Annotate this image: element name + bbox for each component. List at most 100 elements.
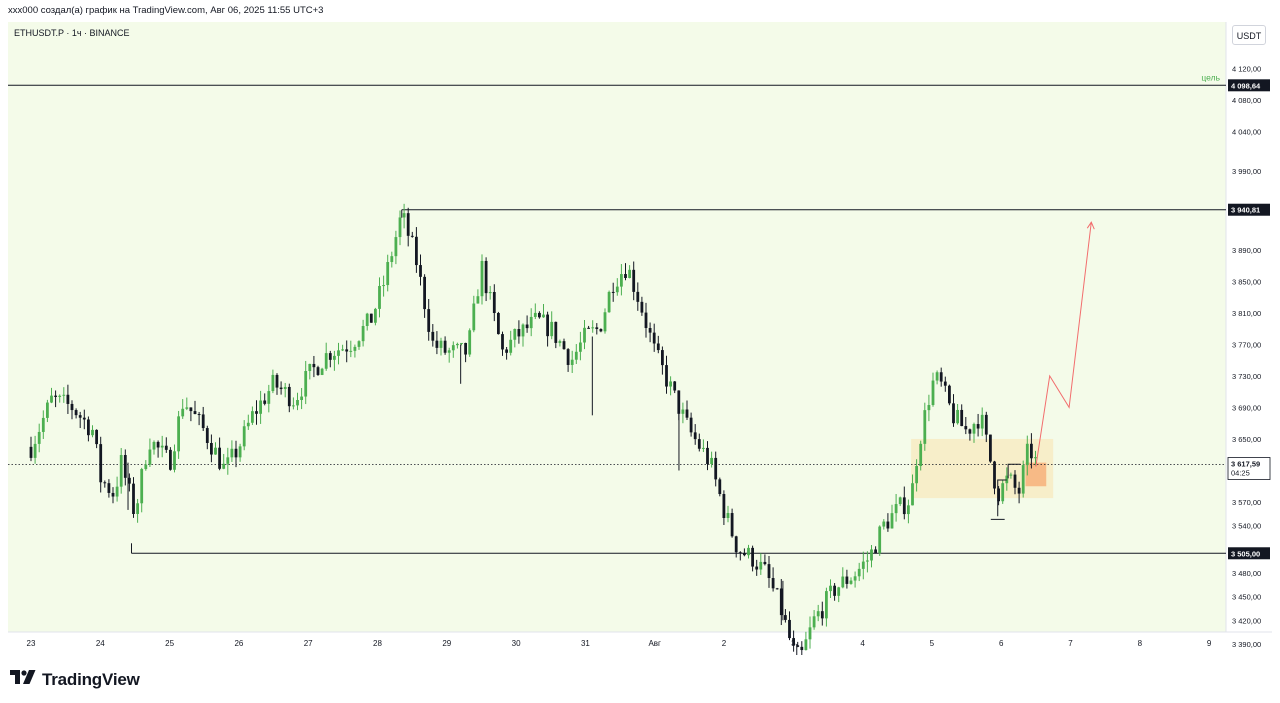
candle (201, 406, 205, 431)
candle-body (406, 213, 410, 236)
candle (259, 390, 262, 424)
candle (1013, 470, 1017, 495)
candle-body (952, 403, 955, 424)
price-tick-label: 3 810,00 (1232, 309, 1261, 318)
candle-body (70, 403, 74, 411)
order-block[interactable] (1025, 462, 1047, 487)
level-price-label[interactable]: 4 098,64 (1228, 79, 1270, 92)
level-price-label[interactable]: 3 940,81 (1228, 203, 1270, 216)
candle-body (443, 340, 447, 353)
candle-body (316, 367, 320, 375)
candle (1030, 433, 1033, 469)
candle-body (78, 415, 82, 418)
candle (923, 402, 927, 451)
projection-path[interactable] (1035, 222, 1092, 467)
candle-body (91, 429, 94, 436)
candle-body (591, 327, 595, 329)
candle-body (960, 409, 964, 427)
time-tick-label: 29 (442, 639, 451, 648)
target-note: цель (1201, 72, 1220, 82)
candle-body (423, 276, 426, 310)
candle (1017, 481, 1021, 504)
candle (771, 567, 775, 592)
candle (345, 340, 349, 363)
candle (205, 425, 209, 450)
candle (952, 394, 955, 427)
candle-body (214, 447, 217, 455)
candle-body (788, 619, 791, 639)
candle-body (296, 399, 299, 406)
candle-body (242, 426, 246, 447)
candle (423, 274, 426, 318)
candle (636, 282, 640, 311)
candle-body (599, 329, 603, 332)
candle (460, 342, 463, 346)
level-label-box (1228, 547, 1270, 560)
time-tick-label: 23 (27, 639, 36, 648)
candle (144, 460, 148, 471)
symbol-info[interactable]: ETHUSDT.P · 1ч · BINANCE (14, 28, 130, 38)
candle-body (603, 312, 607, 332)
candle (730, 508, 734, 538)
candle (238, 443, 242, 462)
time-axis[interactable] (8, 632, 1272, 655)
candle-body (488, 291, 492, 294)
candle (415, 227, 418, 273)
candle-body (816, 611, 820, 617)
candle-body (259, 400, 262, 414)
candle-body (763, 561, 767, 565)
candle-body (263, 400, 267, 404)
price-tick-label: 4 080,00 (1232, 96, 1261, 105)
time-tick-label: 6 (999, 639, 1004, 648)
candle (275, 373, 279, 395)
candle (54, 390, 57, 408)
candles[interactable] (29, 203, 1037, 655)
candle (927, 394, 931, 422)
level-price-label[interactable]: 3 505,00 (1228, 547, 1270, 560)
candle (554, 321, 558, 349)
candle-body (857, 568, 861, 577)
candle-body (825, 591, 828, 619)
candle (349, 340, 353, 358)
candle (218, 437, 221, 471)
candle (267, 384, 271, 413)
candle (702, 439, 705, 453)
candle-body (107, 483, 111, 493)
candle-body (882, 521, 886, 527)
candle-body (152, 441, 156, 450)
candle (829, 579, 832, 598)
candle (95, 429, 98, 449)
candle (976, 413, 980, 437)
candle-body (640, 301, 644, 313)
candle (743, 548, 746, 557)
chart-author-line: xxx000 создал(а) график на TradingView.c… (8, 5, 324, 16)
candle-body (185, 407, 189, 409)
candle-body (177, 416, 180, 452)
candle-body (292, 405, 295, 407)
candle-body (861, 561, 865, 569)
candle (255, 400, 258, 425)
candle (640, 296, 644, 316)
tradingview-footer[interactable]: TradingView (10, 669, 140, 690)
candle (972, 422, 976, 443)
candle-body (771, 578, 775, 589)
candle-body (554, 321, 558, 343)
currency-button[interactable]: USDT (1232, 25, 1266, 45)
candle-body (324, 353, 328, 369)
candle (812, 610, 816, 630)
candle (50, 387, 53, 404)
candle-body (427, 309, 431, 332)
candle-body (275, 374, 279, 388)
candle-body (50, 395, 53, 403)
candle-body (529, 316, 533, 329)
candle (468, 328, 472, 357)
candle (722, 490, 726, 525)
candle (939, 367, 943, 387)
price-axis[interactable] (1226, 22, 1272, 632)
candle-body (943, 381, 947, 386)
candle-body (927, 405, 931, 411)
candle-body (111, 492, 115, 497)
